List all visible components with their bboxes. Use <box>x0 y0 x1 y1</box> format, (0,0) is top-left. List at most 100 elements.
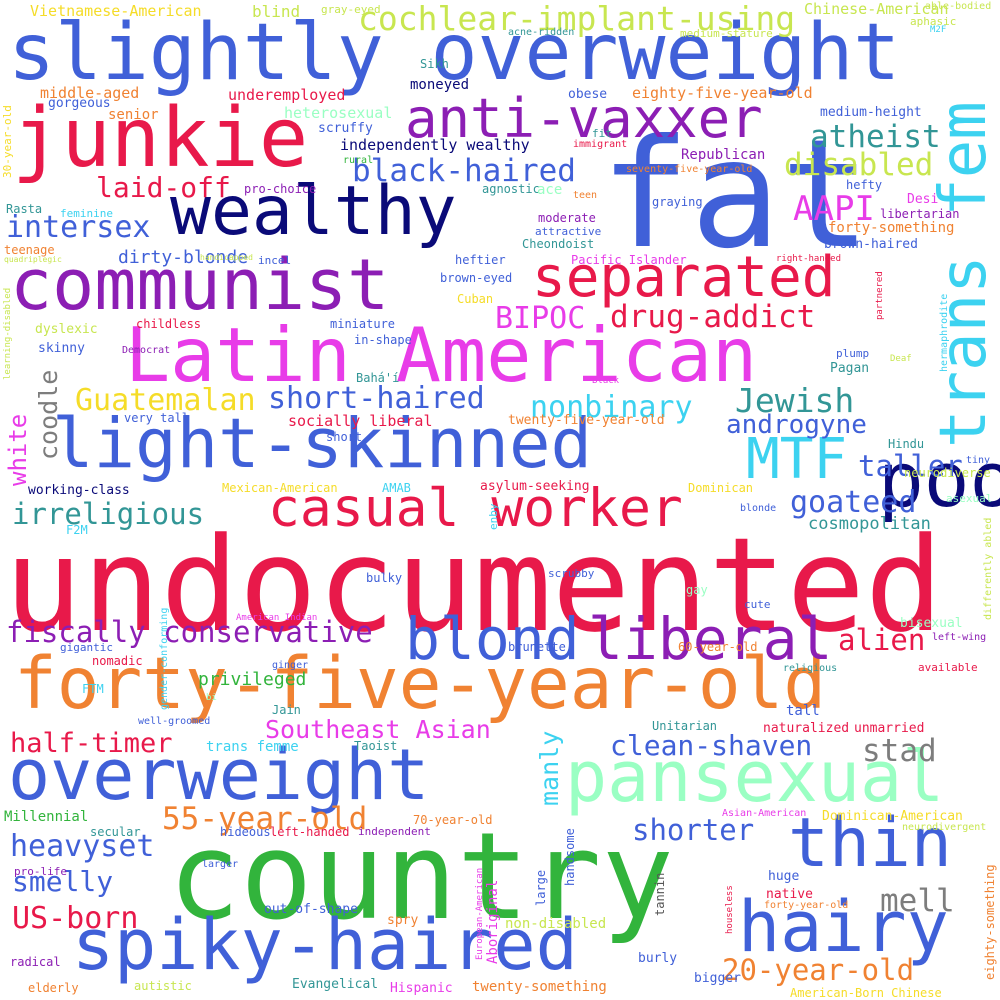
word-blonde: blonde <box>740 503 777 514</box>
word-rural: rural <box>343 155 374 166</box>
word-hefty: hefty <box>846 178 883 192</box>
word-hermaphrodite: hermaphrodite <box>939 293 950 372</box>
word-bulky: bulky <box>366 571 403 585</box>
word-moderate: moderate <box>538 211 596 225</box>
word-slightly-overweight: slightly overweight <box>8 8 901 98</box>
word-asian-american: Asian-American <box>722 808 807 819</box>
word-asexual: asexual <box>946 492 993 505</box>
word-mexican-american: Mexican-American <box>222 481 338 495</box>
word-country: country <box>168 808 674 947</box>
word-poor: poor <box>878 435 1000 524</box>
word-forty-year-old: forty-year-old <box>764 900 849 911</box>
word-attractive: attractive <box>535 225 602 238</box>
word-handsome: handsome <box>563 828 577 886</box>
word-spiky-haired: spiky-haired <box>72 904 578 986</box>
word-amab: AMAB <box>382 481 411 495</box>
word-republican: Republican <box>681 147 766 163</box>
word-manly: manly <box>535 730 564 806</box>
word-secular: secular <box>90 825 141 839</box>
word-rasta: Rasta <box>6 202 43 216</box>
word-unmarried: unmarried <box>854 721 925 736</box>
word-30-year-old: 30-year-old <box>1 105 14 178</box>
word-bahai: Bahá'í <box>356 371 400 385</box>
word-short: short <box>326 430 363 444</box>
word-non-disabled: non-disabled <box>505 916 607 932</box>
word-latin-american: Latin American <box>125 311 758 399</box>
word-houseless: houseless <box>725 885 735 934</box>
word-teen: teen <box>573 190 598 201</box>
word-pansexual: pansexual <box>565 736 945 818</box>
word-pacific-islander: Pacific Islander <box>571 253 687 267</box>
word-guatemalan: Guatemalan <box>75 383 256 418</box>
word-short-haired: short-haired <box>268 381 485 416</box>
word-casual-worker: casual worker <box>268 478 683 539</box>
word-available: available <box>918 661 978 674</box>
word-hispanic: Hispanic <box>390 981 453 996</box>
word-thin: thin <box>788 804 952 883</box>
word-handicapped: handicapped <box>200 253 253 262</box>
word-dirty-blonde: dirty-blonde <box>118 247 249 268</box>
word-undocumented: undocumented <box>4 509 944 661</box>
word-burly: burly <box>638 951 678 966</box>
word-teenage: teenage <box>4 243 55 257</box>
word-heavyset: heavyset <box>10 829 155 864</box>
word-cosmopolitan: cosmopolitan <box>808 514 931 534</box>
word-liberal: liberal <box>588 605 833 673</box>
word-larger: larger <box>202 859 239 870</box>
word-taoist: Taoist <box>354 739 398 753</box>
word-black: Black <box>592 376 620 386</box>
word-pro-life: pro-life <box>14 865 67 878</box>
word-independent: independent <box>358 825 431 838</box>
word-left-wing: left-wing <box>932 632 987 643</box>
word-well-groomed: well-groomed <box>138 716 211 727</box>
word-miniature: miniature <box>330 317 396 331</box>
word-native: native <box>766 887 813 902</box>
word-huge: huge <box>768 869 800 884</box>
word-dyslexic: dyslexic <box>35 322 98 337</box>
word-laid-off: laid-off <box>96 171 231 204</box>
word-learning-disabled: learning-disabled <box>3 287 13 380</box>
word-eighty-five-year-old: eighty-five-year-old <box>632 84 813 102</box>
word-hindu: Hindu <box>888 437 925 451</box>
word-blind: blind <box>252 2 301 21</box>
word-scrubby: scrubby <box>548 567 595 580</box>
word-ace: ace <box>537 182 563 198</box>
word-m2f: M2F <box>930 25 947 35</box>
word-acne-ridden: acne-ridden <box>508 27 575 38</box>
word-chinese-american: Chinese-American <box>804 0 949 18</box>
word-very-tall: very tall <box>124 411 190 425</box>
word-ftm: FTM <box>82 682 104 696</box>
word-in-shape: in-shape <box>354 333 412 347</box>
word-communist: communist <box>10 244 390 326</box>
word-dominican-american: Dominican-American <box>822 809 963 824</box>
word-mtf: MTF <box>746 427 848 492</box>
word-bisexual: bisexual <box>900 616 963 631</box>
word-twenty-something: twenty-something <box>472 979 607 995</box>
word-american-indian: American Indian <box>236 613 318 623</box>
word-intersex: intersex <box>6 210 151 245</box>
word-dominican: Dominican <box>688 481 754 495</box>
word-aboriginal: Aboriginal <box>485 879 501 964</box>
word-plump: plump <box>836 347 870 360</box>
word-shorter: shorter <box>632 813 755 847</box>
word-large: large <box>534 869 548 906</box>
word-autistic: autistic <box>134 979 192 993</box>
word-smelly: smelly <box>12 865 114 898</box>
word-underemployed: underemployed <box>228 86 346 104</box>
word-60-year-old: 60-year-old <box>678 640 758 654</box>
word-moneyed: moneyed <box>410 77 470 93</box>
word-neurodiverse: neurodiverse <box>904 466 991 480</box>
word-stad: stad <box>862 733 937 769</box>
word-forty-five-year-old: forty-five-year-old <box>14 642 827 725</box>
word-partnered: partnered <box>875 271 885 320</box>
word-70-year-old: 70-year-old <box>413 813 493 827</box>
word-skinny: skinny <box>38 341 85 356</box>
word-separated: separated <box>532 245 836 310</box>
word-jain: Jain <box>272 703 301 717</box>
word-half-timer: half-timer <box>10 728 173 759</box>
word-tannin: tannin <box>653 872 667 916</box>
word-irreligious: irreligious <box>12 497 205 531</box>
word-scruffy: scruffy <box>318 121 373 136</box>
word-hairy: hairy <box>738 886 949 968</box>
